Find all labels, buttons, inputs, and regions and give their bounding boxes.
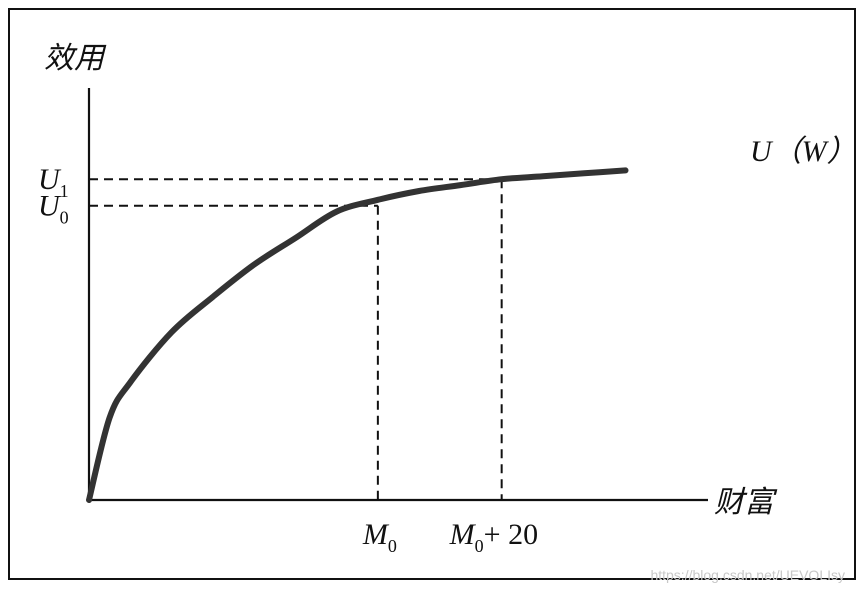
series-line-utility	[86, 167, 629, 503]
x-tick-label-suffix: + 20	[484, 518, 538, 551]
x-tick-label-sub: 0	[388, 536, 397, 556]
series-label: U（W）	[750, 135, 857, 168]
y-tick-label-main: U	[38, 190, 62, 223]
reference-lines	[89, 178, 503, 500]
y-tick-label: U0	[38, 190, 69, 228]
y-tick-label-main: U	[38, 163, 62, 196]
x-tick-label-main: M	[449, 518, 477, 551]
x-axis-label: 财富	[714, 485, 778, 520]
y-tick-label-sub: 0	[60, 208, 69, 228]
y-tick-label: U1	[38, 163, 69, 201]
x-tick-label: M0+ 20	[449, 518, 538, 556]
watermark: https://blog.csdn.net/UEVOLIsy	[650, 567, 845, 583]
x-tick-label-main: M	[362, 518, 390, 551]
chart-frame	[8, 8, 856, 580]
x-tick-label-sub: 0	[475, 536, 484, 556]
y-tick-label-sub: 1	[60, 181, 69, 201]
x-tick-label: M0	[362, 518, 397, 556]
y-axis-label: 效用	[44, 41, 107, 76]
axes	[87, 88, 708, 502]
series-label-text: U（W）	[750, 135, 857, 168]
